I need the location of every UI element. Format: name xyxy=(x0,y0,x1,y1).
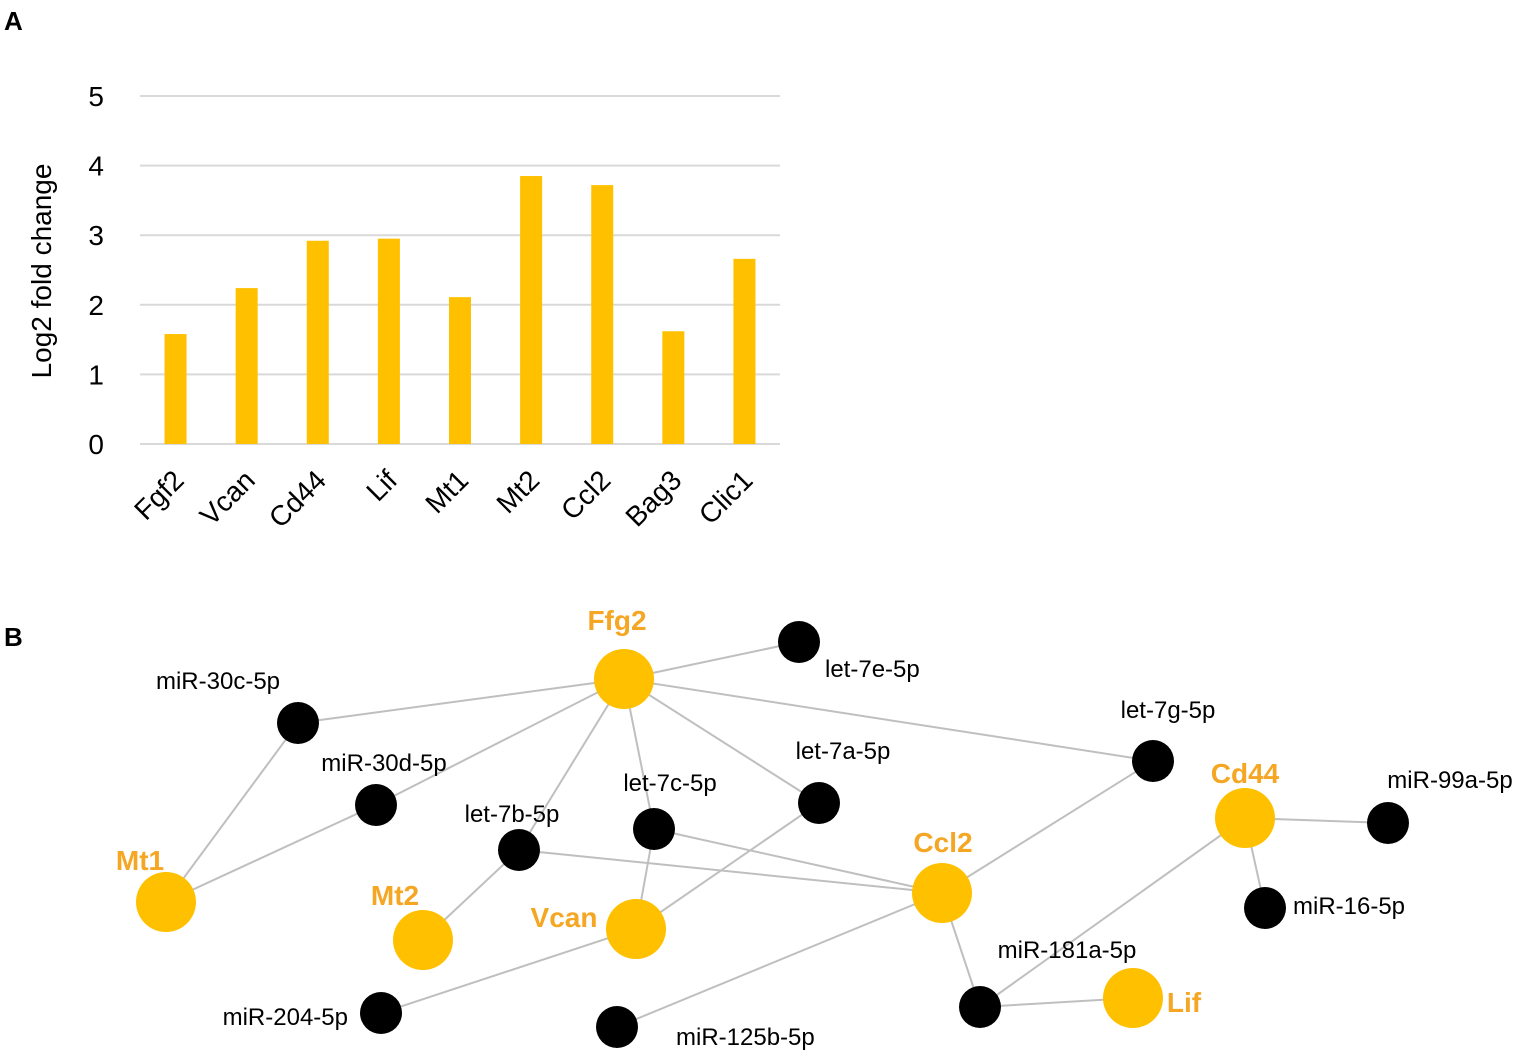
mirna-label-mir30d: miR-30d-5p xyxy=(321,750,446,777)
bar-cd44 xyxy=(306,240,329,444)
gene-label-cd44: Cd44 xyxy=(1211,758,1280,789)
bar-bag3 xyxy=(662,331,685,444)
mirna-node-let7g xyxy=(1132,740,1174,782)
bar-mt2 xyxy=(520,176,543,445)
edge-let7a-vcan xyxy=(635,802,820,930)
edge-cd44-mir181a xyxy=(979,817,1246,1008)
mirna-label-mir204: miR-204-5p xyxy=(223,1004,348,1031)
mirna-node-mir204 xyxy=(360,992,402,1034)
edge-vcan-mir204 xyxy=(380,928,637,1014)
panel-label-b: B xyxy=(4,622,23,652)
edge-ffg2-mir30d xyxy=(375,678,625,806)
bar-mt1 xyxy=(449,297,471,444)
bar-ccl2 xyxy=(591,185,614,444)
gene-label-mt1: Mt1 xyxy=(116,845,164,876)
edge-mir30c-mt1 xyxy=(165,722,299,903)
chart-bars xyxy=(164,176,756,445)
mirna-node-let7e xyxy=(778,621,820,663)
gene-label-vcan: Vcan xyxy=(531,902,598,933)
panel-label-a: A xyxy=(4,6,23,36)
mirna-label-mir125b: miR-125b-5p xyxy=(676,1024,815,1051)
y-tick-label: 2 xyxy=(88,290,104,321)
network-labels: let-7e-5p miR-30c-5p let-7g-5p miR-30d-5p le… xyxy=(116,605,1513,1051)
gene-node-lif xyxy=(1103,968,1163,1028)
gene-node-ffg2 xyxy=(594,649,654,709)
mirna-node-mir30d xyxy=(355,784,397,826)
edge-ffg2-mir30c xyxy=(297,678,625,724)
gene-node-cd44 xyxy=(1215,788,1275,848)
gene-node-mt2 xyxy=(393,910,453,970)
edge-ffg2-let7g xyxy=(623,678,1154,762)
mirna-label-mir16: miR-16-5p xyxy=(1293,893,1405,920)
y-tick-label: 5 xyxy=(88,81,104,112)
mirna-node-mir30c xyxy=(277,702,319,744)
mirna-label-let7c: let-7c-5p xyxy=(623,770,716,797)
mirna-node-mir181a xyxy=(959,986,1001,1028)
chart-y-tick-labels: 0 1 2 3 4 5 xyxy=(88,81,104,460)
bar-vcan xyxy=(235,288,258,444)
edge-mir30d-mt1 xyxy=(165,804,377,903)
edge-let7g-ccl2 xyxy=(941,760,1154,894)
mirna-label-let7a: let-7a-5p xyxy=(796,738,891,765)
y-tick-label: 0 xyxy=(88,429,104,460)
gene-node-ccl2 xyxy=(912,863,972,923)
mirna-node-let7b xyxy=(498,829,540,871)
mirna-node-mir99a xyxy=(1367,802,1409,844)
gene-node-mt1 xyxy=(136,872,196,932)
edge-ffg2-let7b xyxy=(518,678,625,851)
y-tick-label: 4 xyxy=(88,151,104,182)
gene-node-vcan xyxy=(606,899,666,959)
bar-fgf2 xyxy=(164,334,187,444)
edge-ffg2-let7a xyxy=(623,678,820,804)
bar-lif xyxy=(377,238,400,444)
bar-clic1 xyxy=(733,258,756,444)
mirna-label-let7e: let-7e-5p xyxy=(825,656,920,683)
network-nodes xyxy=(136,621,1409,1048)
mirna-node-mir16 xyxy=(1244,887,1286,929)
edge-let7b-ccl2 xyxy=(518,849,943,894)
y-axis-title: Log2 fold change xyxy=(26,164,57,379)
mirna-node-let7a xyxy=(798,782,840,824)
mirna-node-let7c xyxy=(633,808,675,850)
mirna-label-let7g: let-7g-5p xyxy=(1121,697,1216,724)
mirna-label-let7b: let-7b-5p xyxy=(465,801,560,828)
gene-label-lif: Lif xyxy=(1167,987,1202,1018)
gene-label-ccl2: Ccl2 xyxy=(913,827,972,858)
edge-let7c-ccl2 xyxy=(653,828,943,894)
gene-label-ffg2: Ffg2 xyxy=(587,605,646,636)
mirna-label-mir30c: miR-30c-5p xyxy=(156,668,280,695)
mirna-label-mir181a: miR-181a-5p xyxy=(998,937,1137,964)
y-tick-label: 3 xyxy=(88,220,104,251)
y-tick-label: 1 xyxy=(88,359,104,390)
gene-label-mt2: Mt2 xyxy=(371,880,419,911)
edge-ccl2-mir125b xyxy=(616,892,943,1028)
mirna-node-mir125b xyxy=(596,1006,638,1048)
mirna-label-mir99a: miR-99a-5p xyxy=(1387,767,1512,794)
